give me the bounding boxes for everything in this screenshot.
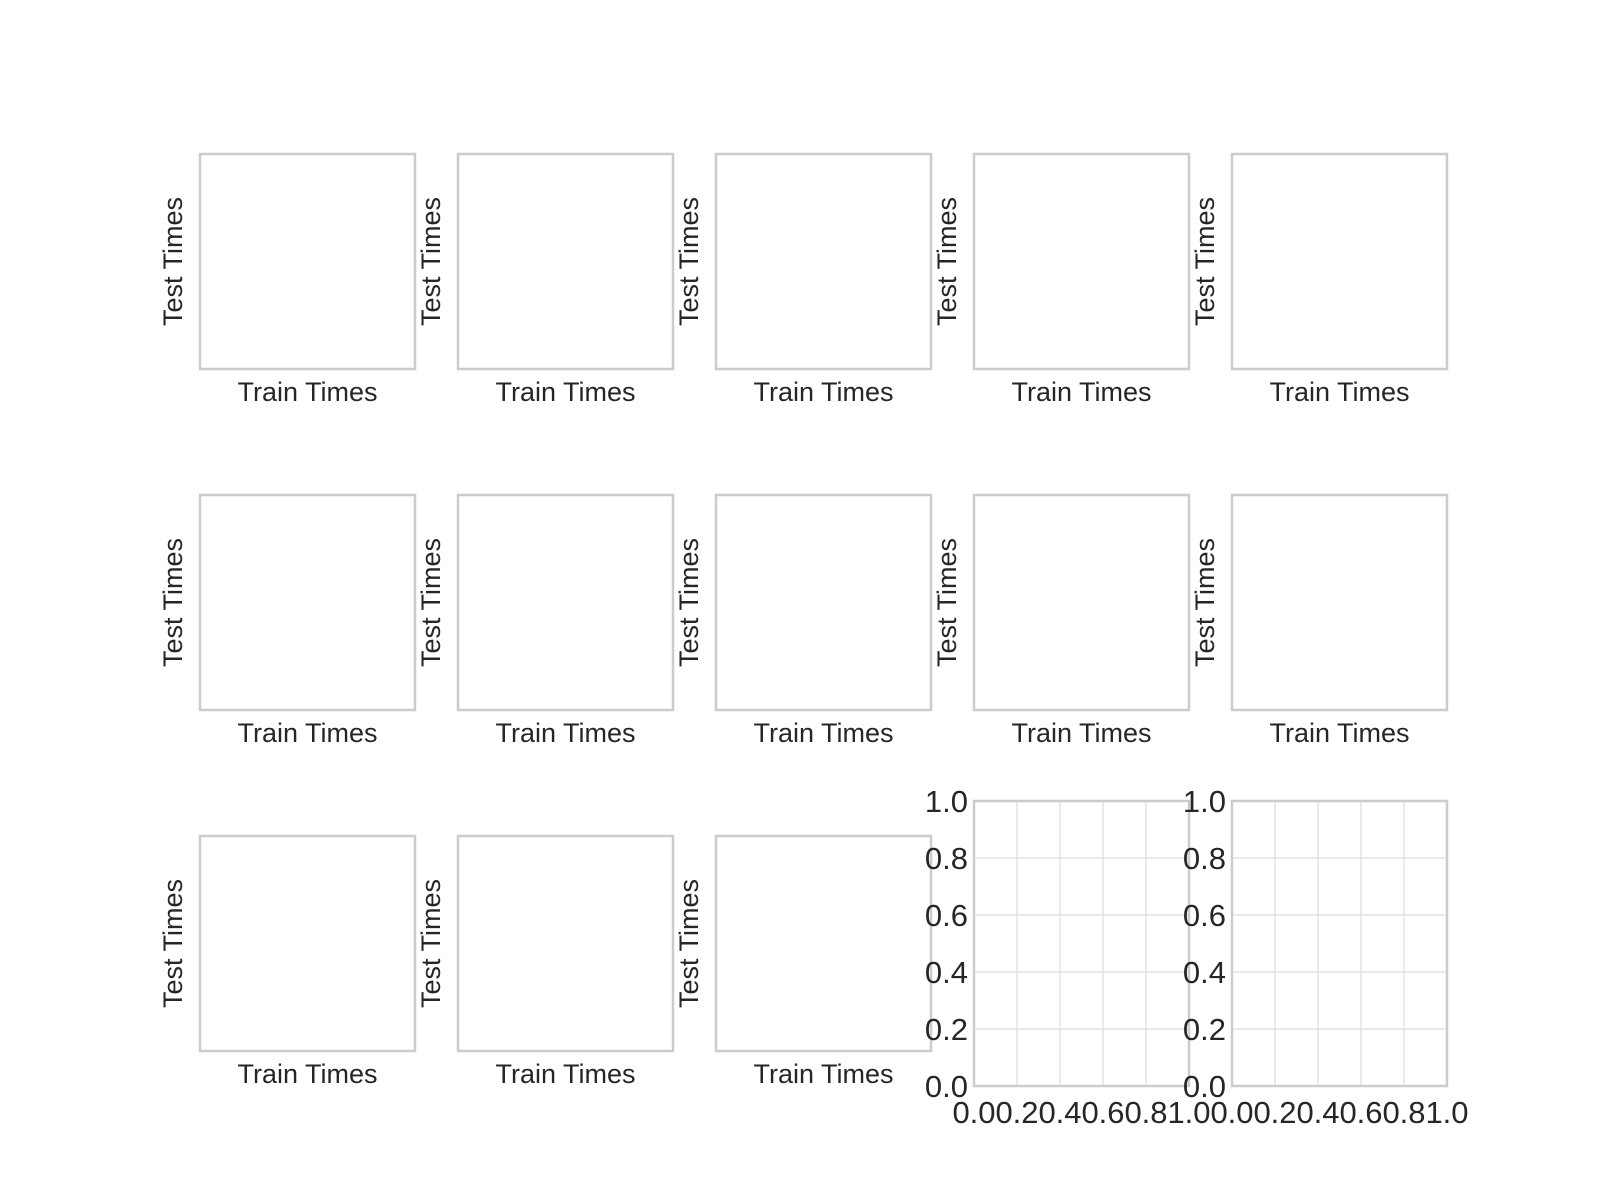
axes-frame [714,493,933,712]
y-axis-label: Test Times [674,538,704,667]
x-axis-label: Train Times [1011,377,1151,407]
y-tick-label: 0.2 [1183,1012,1226,1047]
y-tick-label: 0.4 [1183,955,1226,990]
subplot-2-5: Train Times Test Times [1190,493,1449,748]
y-tick-label: 0.0 [1183,1069,1226,1104]
x-tick-label: 0.8 [1382,1095,1425,1130]
y-tick-label: 0.4 [925,955,968,990]
y-tick-label: 0.6 [925,898,968,933]
subplot-2-2: Train Times Test Times [416,493,675,748]
x-axis-label: Train Times [237,1059,377,1089]
x-axis-label: Train Times [1011,718,1151,748]
axes-frame [1230,493,1449,712]
x-tick-label: 0.2 [1253,1095,1296,1130]
x-axis-label: Train Times [1269,718,1409,748]
x-tick-label: 0.6 [1339,1095,1382,1130]
axes-frame [972,152,1191,371]
subplot-1-1: Train Times Test Times [158,152,417,407]
subplot-3-1: Train Times Test Times [158,834,417,1089]
y-axis-label: Test Times [158,538,188,667]
x-tick-label: 0.2 [995,1095,1038,1130]
subplot-2-4: Train Times Test Times [932,493,1191,748]
y-tick-label: 0.2 [925,1012,968,1047]
y-axis-label: Test Times [158,197,188,326]
axes-frame [1230,152,1449,371]
y-axis-label: Test Times [932,197,962,326]
x-tick-label: 0.8 [1124,1095,1167,1130]
x-axis-label: Train Times [1269,377,1409,407]
axes-frame [456,493,675,712]
y-axis-label: Test Times [932,538,962,667]
axes-frame [714,152,933,371]
x-tick-label: 0.0 [952,1095,995,1130]
subplot-1-5: Train Times Test Times [1190,152,1449,407]
y-tick-label: 0.6 [1183,898,1226,933]
subplot-2-1: Train Times Test Times [158,493,417,748]
y-tick-label: 0.8 [925,841,968,876]
subplot-3-2: Train Times Test Times [416,834,675,1089]
axes-frame [972,493,1191,712]
y-axis-label: Test Times [416,538,446,667]
subplot-1-4: Train Times Test Times [932,152,1191,407]
subplot-1-2: Train Times Test Times [416,152,675,407]
y-tick-label: 0.0 [925,1069,968,1104]
x-axis-label: Train Times [495,1059,635,1089]
y-axis-label: Test Times [416,879,446,1008]
x-tick-label: 1.0 [1425,1095,1468,1130]
x-tick-label: 0.0 [1210,1095,1253,1130]
x-axis-label: Train Times [753,377,893,407]
subplot-1-3: Train Times Test Times [674,152,933,407]
y-axis-label: Test Times [1190,197,1220,326]
subplot-2-3: Train Times Test Times [674,493,933,748]
axes-frame [972,799,1191,1088]
subplot-3-4: 0.0 0.2 0.4 0.6 0.8 1.00.00.20.40.60.81.0 [925,784,1211,1130]
subplot-3-5: 0.0 0.2 0.4 0.6 0.8 1.00.00.20.40.60.81.0 [1183,784,1469,1130]
y-tick-label: 0.8 [1183,841,1226,876]
axes-frame [198,834,417,1053]
axes-frame [1230,799,1449,1088]
x-axis-label: Train Times [753,718,893,748]
x-axis-label: Train Times [237,377,377,407]
axes-frame [198,152,417,371]
x-axis-label: Train Times [495,718,635,748]
axes-frame [198,493,417,712]
axes-frame [456,834,675,1053]
x-axis-label: Train Times [753,1059,893,1089]
x-tick-label: 0.4 [1038,1095,1081,1130]
subplot-3-3: Train Times Test Times [674,834,933,1089]
y-axis-label: Test Times [674,197,704,326]
x-tick-label: 0.4 [1296,1095,1339,1130]
y-axis-label: Test Times [416,197,446,326]
axes-frame [714,834,933,1053]
y-tick-label: 1.0 [925,784,968,819]
y-axis-label: Test Times [674,879,704,1008]
x-axis-label: Train Times [495,377,635,407]
x-tick-label: 0.6 [1081,1095,1124,1130]
axes-frame [456,152,675,371]
y-axis-label: Test Times [158,879,188,1008]
y-tick-label: 1.0 [1183,784,1226,819]
x-tick-label: 1.0 [1167,1095,1210,1130]
x-axis-label: Train Times [237,718,377,748]
y-axis-label: Test Times [1190,538,1220,667]
